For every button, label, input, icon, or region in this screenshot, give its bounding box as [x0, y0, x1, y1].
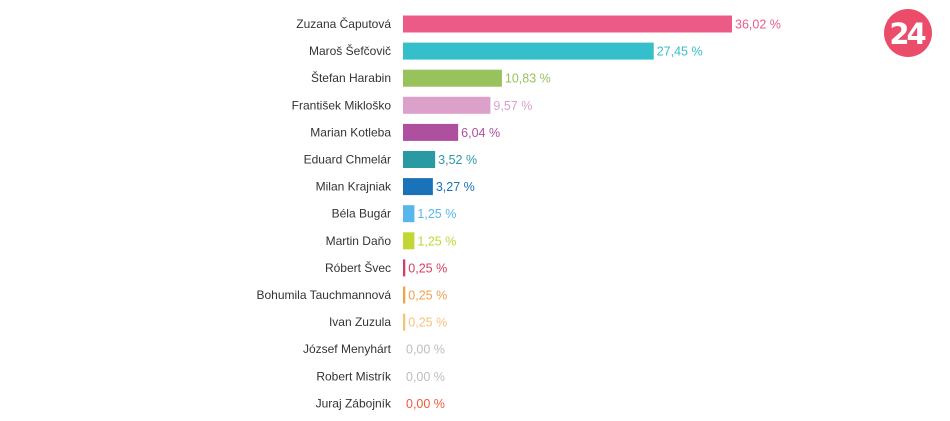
- category-label: Marian Kotleba: [310, 125, 391, 139]
- value-label: 1,25 %: [417, 234, 456, 248]
- category-label: Ivan Zuzula: [329, 315, 391, 329]
- bar[interactable]: [403, 232, 415, 250]
- category-label: Róbert Švec: [325, 260, 391, 275]
- category-label: František Mikloško: [292, 98, 392, 112]
- bar[interactable]: [403, 123, 459, 141]
- category-label: József Menyhárt: [303, 342, 392, 356]
- value-label: 36,02 %: [735, 18, 781, 32]
- category-label: Bohumila Tauchmannová: [256, 288, 391, 302]
- category-label: Martin Daňo: [326, 234, 392, 248]
- bar[interactable]: [403, 15, 732, 33]
- value-label: 10,83 %: [505, 72, 551, 86]
- value-label: 3,52 %: [438, 153, 477, 167]
- value-label: 1,25 %: [417, 207, 456, 221]
- bar[interactable]: [403, 69, 502, 87]
- category-label: Juraj Zábojník: [316, 396, 392, 410]
- value-label: 0,25 %: [408, 289, 447, 303]
- category-label: Robert Mistrík: [316, 369, 392, 383]
- brand-logo-text: 24: [889, 16, 926, 51]
- category-label: Eduard Chmelár: [304, 153, 391, 167]
- value-label: 3,27 %: [436, 180, 475, 194]
- value-label: 9,57 %: [493, 99, 532, 113]
- value-label: 0,25 %: [408, 316, 447, 330]
- bar[interactable]: [403, 96, 491, 114]
- category-label: Štefan Harabin: [311, 70, 391, 85]
- value-label: 0,00 %: [406, 397, 445, 411]
- value-label: 0,25 %: [408, 261, 447, 275]
- bar[interactable]: [403, 259, 406, 277]
- brand-logo[interactable]: 24: [884, 9, 932, 57]
- value-label: 6,04 %: [461, 126, 500, 140]
- value-label: 0,00 %: [406, 370, 445, 384]
- category-label: Maroš Šefčovič: [309, 43, 391, 58]
- bar[interactable]: [403, 286, 406, 304]
- category-label: Béla Bugár: [332, 207, 391, 221]
- bar[interactable]: [403, 42, 654, 60]
- value-label: 27,45 %: [657, 45, 703, 59]
- bar[interactable]: [403, 313, 406, 331]
- bar[interactable]: [403, 151, 436, 168]
- bar[interactable]: [403, 178, 433, 196]
- category-label: Milan Krajniak: [316, 180, 392, 194]
- value-label: 0,00 %: [406, 343, 445, 357]
- category-label: Zuzana Čaputová: [296, 16, 391, 31]
- bar[interactable]: [403, 205, 415, 223]
